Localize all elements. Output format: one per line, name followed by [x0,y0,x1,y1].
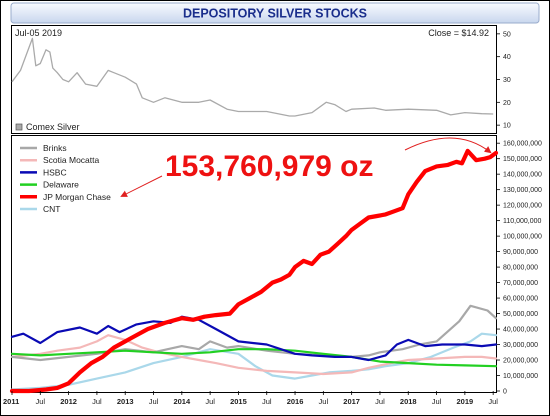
bottom-y-tick-label: 120,000,000 [503,203,542,210]
x-tick-label: Jul [92,397,102,406]
bottom-y-tick-label: 150,000,000 [503,156,542,163]
top-header-left: Jul-05 2019 [15,28,62,38]
x-tick-label: Jul [375,397,385,406]
legend-label-cnt: CNT [43,204,60,214]
x-tick-label: Jul [205,397,215,406]
x-tick-label: 2014 [173,397,191,406]
cnt-line [10,332,498,391]
bottom-y-tick-label: 80,000,000 [503,265,538,272]
comex-legend-swatch [15,123,23,131]
x-tick-label: 2013 [117,397,134,406]
x-tick-label: Jul [432,397,442,406]
top-header-right: Close = $14.92 [428,28,489,38]
legend-label-scotia-mocatta: Scotia Mocatta [43,155,99,165]
comex-silver-price-line [11,37,494,117]
bottom-y-tick-label: 10,000,000 [503,373,538,380]
top-y-tick-label: 40 [503,54,511,61]
top-y-tick-label: 50 [503,31,511,38]
x-tick-label: 2012 [60,397,77,406]
delaware-line [10,348,498,368]
x-tick-label: Jul [36,397,46,406]
bottom-y-tick-label: 130,000,000 [503,187,542,194]
bottom-y-tick-label: 20,000,000 [503,358,538,365]
legend-label-brinks: Brinks [43,143,67,153]
hsbc-line [10,315,498,362]
bottom-y-tick-label: 160,000,000 [503,141,542,148]
chart-title: DEPOSITORY SILVER STOCKS [183,7,367,21]
x-tick-label: 2015 [230,397,247,406]
bottom-y-tick-label: 90,000,000 [503,249,538,256]
bottom-y-tick-label: 60,000,000 [503,296,538,303]
x-tick-label: 2017 [343,397,360,406]
x-tick-label: Jul [149,397,159,406]
x-tick-label: Jul [262,397,272,406]
scotia-mocatta-line [10,334,498,376]
x-tick-label: Jul [319,397,329,406]
bottom-y-tick-label: 30,000,000 [503,342,538,349]
annotation-arrow-right [404,137,492,154]
legend-label-jp-morgan-chase: JP Morgan Chase [43,192,111,202]
title-banner [10,2,540,24]
x-tick-label: 2011 [3,397,19,406]
jpm-total-annotation: 153,760,979 oz [165,150,374,183]
x-tick-label: 2019 [457,397,474,406]
x-tick-label: 2018 [400,397,417,406]
legend-label-hsbc: HSBC [43,167,67,177]
legend-label-delaware: Delaware [43,180,79,190]
x-tick-label: Jul [488,397,498,406]
top-y-tick-label: 30 [503,77,511,84]
bottom-y-tick-label: 100,000,000 [503,234,542,241]
top-panel [11,25,497,134]
top-y-tick-label: 10 [503,123,511,130]
bottom-y-tick-label: 50,000,000 [503,311,538,318]
annotation-arrow-left [120,175,163,197]
bottom-y-tick-label: 40,000,000 [503,327,538,334]
bottom-y-tick-label: 140,000,000 [503,172,542,179]
x-tick-label: 2016 [287,397,304,406]
top-y-tick-label: 20 [503,100,511,107]
bottom-y-tick-label: 110,000,000 [503,218,542,225]
bottom-y-tick-label: 0 [503,389,507,396]
bottom-y-tick-label: 70,000,000 [503,280,538,287]
legend: Brinks Scotia Mocatta HSBC Delaware JP Morga… [20,143,111,214]
comex-legend-label: Comex Silver [26,122,80,132]
jp-morgan-chase-line [9,148,499,394]
